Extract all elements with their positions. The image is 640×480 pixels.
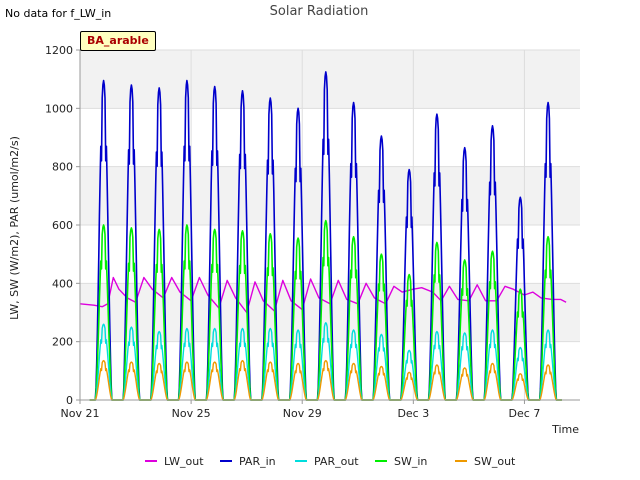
y-axis-label: LW, SW (W/m2), PAR (umol/m2/s) (8, 136, 21, 320)
x-tick-label: Dec 3 (397, 407, 429, 420)
legend-label: PAR_in (239, 455, 276, 468)
legend-label: PAR_out (314, 455, 359, 468)
legend: LW_out PAR_in PAR_out SW_in SW_out (145, 455, 516, 468)
legend-item-sw-out: SW_out (455, 455, 516, 468)
series-line-par-in (89, 71, 562, 401)
y-tick-label: 400 (52, 277, 73, 290)
y-tick-label: 0 (66, 394, 73, 407)
series-line-lw-out (79, 276, 567, 314)
plot-band (80, 50, 580, 109)
no-data-note: No data for f_LW_in (5, 7, 112, 20)
y-tick-label: 800 (52, 161, 73, 174)
legend-item-sw-in: SW_in (375, 455, 427, 468)
x-tick-label: Nov 25 (172, 407, 211, 420)
legend-label: SW_in (394, 455, 427, 468)
legend-item-par-out: PAR_out (295, 455, 359, 468)
x-tick-label: Nov 21 (61, 407, 100, 420)
x-tick-label: Dec 7 (509, 407, 541, 420)
site-badge: BA_arable (80, 31, 156, 51)
legend-item-lw-out: LW_out (145, 455, 204, 468)
series-layer (79, 71, 567, 401)
legend-label: SW_out (474, 455, 516, 468)
y-tick-label: 200 (52, 336, 73, 349)
x-axis-label: Time (551, 423, 579, 436)
x-tick-label: Nov 29 (283, 407, 322, 420)
legend-label: LW_out (164, 455, 204, 468)
series-line-par-out (89, 322, 562, 401)
series-line-sw-out (89, 359, 562, 401)
y-tick-label: 1200 (45, 44, 73, 57)
series-line-sw-in (89, 219, 562, 401)
axes: 0 200 400 600 800 1000 1200 Nov 21 Nov 25 Nov 29 D… (45, 44, 580, 420)
legend-item-par-in: PAR_in (220, 455, 276, 468)
y-tick-label: 1000 (45, 102, 73, 115)
chart-title: Solar Radiation (270, 4, 369, 19)
y-tick-label: 600 (52, 219, 73, 232)
